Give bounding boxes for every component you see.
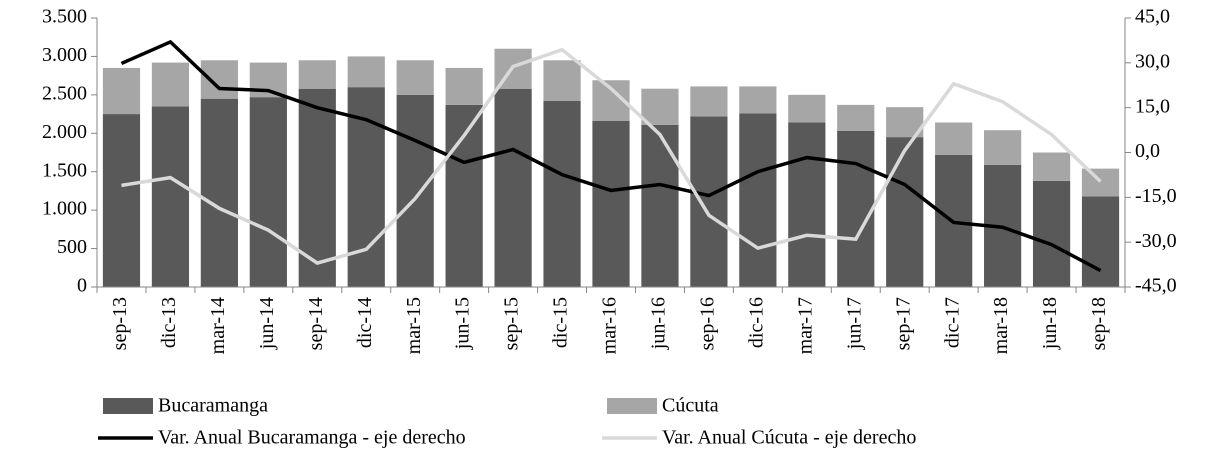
bar (200, 60, 238, 99)
bar (1032, 180, 1071, 287)
bar (347, 56, 385, 88)
x-tick-label: mar-15 (403, 297, 425, 354)
x-tick-label: jun-15 (452, 297, 474, 350)
y2-tick-label: 0,0 (1135, 140, 1160, 162)
line (121, 47, 1102, 265)
bar (200, 98, 238, 287)
bar (788, 94, 826, 123)
bar (543, 101, 581, 288)
x-tick-label: sep-16 (696, 297, 718, 350)
bar (984, 130, 1022, 165)
bar (690, 86, 728, 117)
x-tick-label: sep-15 (501, 297, 523, 350)
bar (445, 104, 483, 287)
bar (788, 122, 826, 287)
bar (641, 124, 679, 288)
bar (837, 104, 875, 131)
legend-label: Cúcuta (662, 395, 719, 417)
x-tick-label: mar-17 (794, 297, 816, 354)
bar (494, 88, 532, 287)
x-tick-label: sep-18 (1088, 297, 1110, 350)
y2-tick-label: 45,0 (1135, 6, 1170, 28)
bar (739, 113, 777, 287)
legend-swatch (103, 398, 153, 414)
bar (151, 62, 190, 107)
bar (886, 137, 924, 287)
line (120, 39, 1102, 273)
y-tick-label: 3.000 (42, 44, 87, 66)
x-tick-label: dic-13 (158, 297, 180, 348)
x-tick-label: sep-14 (305, 297, 327, 350)
x-tick-label: dic-16 (745, 297, 767, 348)
x-tick-label: jun-17 (843, 297, 865, 350)
y-tick-label: 1.500 (42, 159, 87, 181)
bar (592, 120, 630, 287)
y2-tick-label: -45,0 (1135, 275, 1177, 297)
x-tick-label: jun-16 (648, 297, 670, 350)
x-tick-label: jun-14 (256, 297, 278, 350)
x-tick-label: dic-17 (941, 297, 963, 348)
x-tick-label: dic-14 (354, 297, 376, 348)
x-tick-label: mar-14 (207, 297, 229, 354)
y-tick-label: 3.500 (42, 6, 87, 28)
y-tick-label: 1.000 (42, 198, 87, 220)
y-tick-label: 500 (57, 236, 87, 258)
x-tick-label: jun-18 (1039, 297, 1061, 350)
y-tick-label: 0 (77, 275, 87, 297)
x-tick-label: sep-13 (109, 297, 131, 350)
y2-tick-label: 30,0 (1135, 50, 1170, 72)
x-tick-label: mar-16 (599, 297, 621, 354)
legend-label: Var. Anual Cúcuta - eje derecho (662, 427, 916, 449)
y2-tick-label: -15,0 (1135, 185, 1177, 207)
bar (739, 86, 777, 114)
bar (102, 67, 141, 115)
legend-label: Bucaramanga (158, 395, 268, 417)
bar (543, 60, 581, 102)
bar (1032, 152, 1071, 181)
bar (298, 60, 336, 89)
bar (249, 97, 287, 287)
bar (102, 114, 141, 287)
legend-label: Var. Anual Bucaramanga - eje derecho (158, 427, 466, 449)
bar (298, 88, 336, 287)
bar (690, 116, 728, 288)
y2-tick-label: 15,0 (1135, 95, 1170, 117)
bar (445, 67, 483, 105)
bar (396, 94, 434, 287)
x-tick-label: mar-18 (990, 297, 1012, 354)
bar (837, 130, 875, 287)
bar (1081, 168, 1120, 197)
y-tick-label: 2.500 (42, 82, 87, 104)
bar (935, 122, 973, 155)
x-tick-label: sep-17 (892, 297, 914, 350)
bar (396, 60, 434, 95)
y-tick-label: 2.000 (42, 121, 87, 143)
y2-tick-label: -30,0 (1135, 230, 1177, 252)
bar (1081, 196, 1120, 287)
bar (641, 88, 679, 125)
x-tick-label: dic-15 (550, 297, 572, 348)
bar (151, 106, 190, 287)
legend-swatch (607, 398, 657, 414)
